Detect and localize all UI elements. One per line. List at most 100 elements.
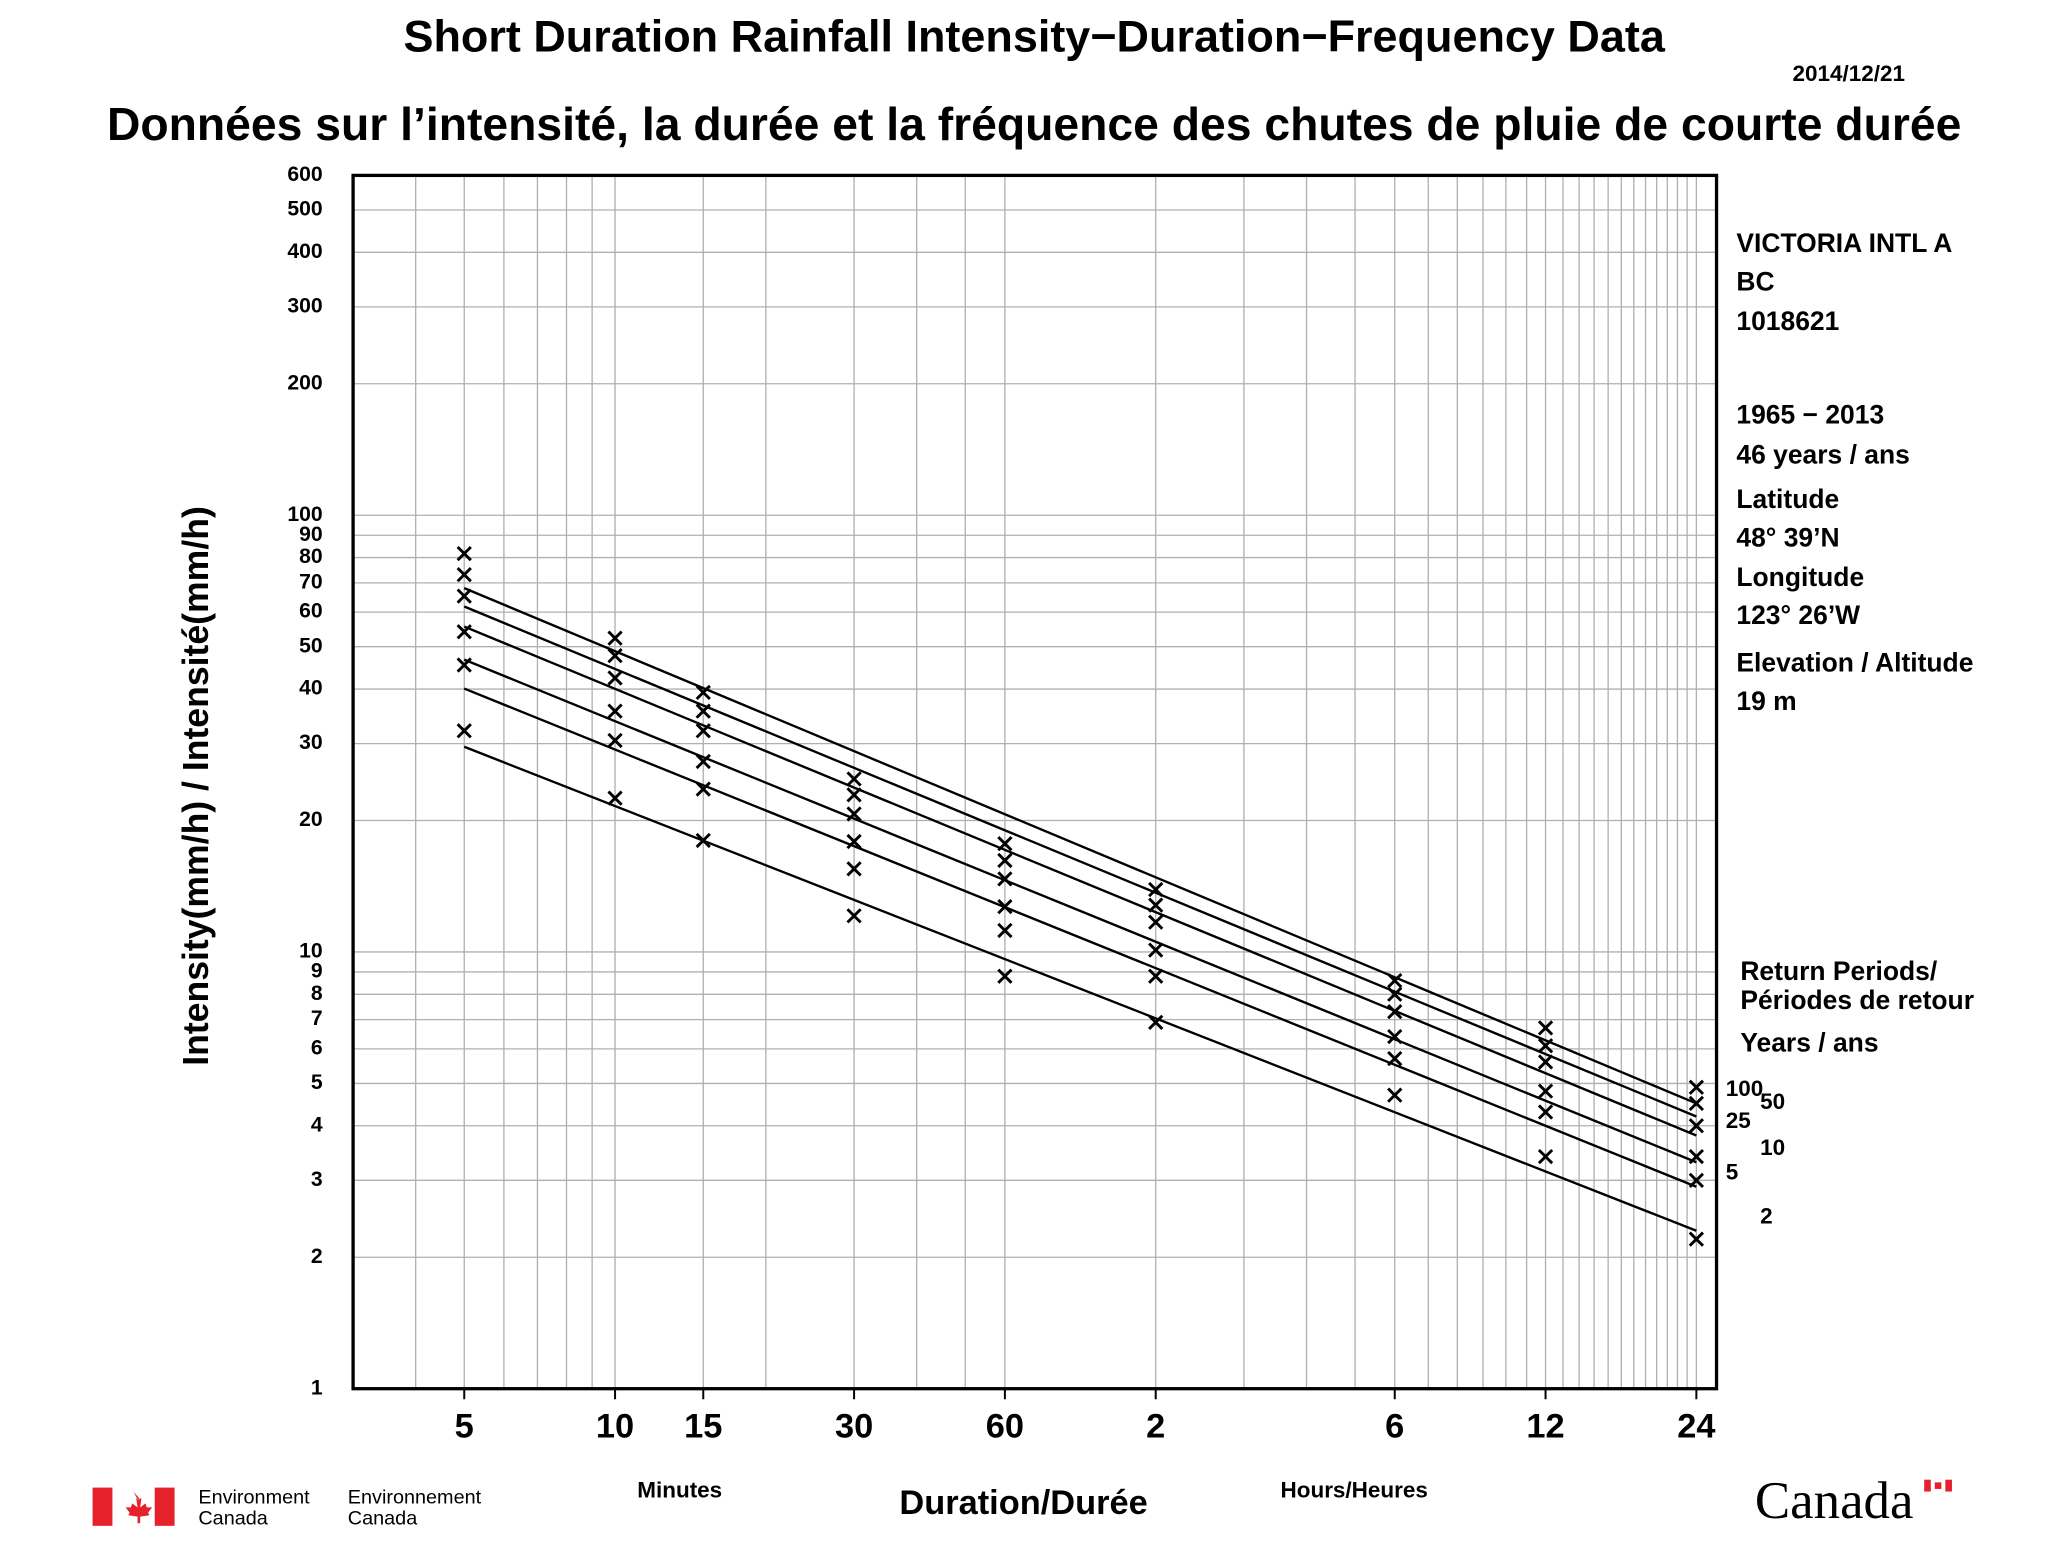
- legend-label: 25: [1726, 1108, 1751, 1133]
- station-info: Elevation / Altitude: [1736, 648, 1973, 678]
- data-point: [695, 703, 711, 719]
- x-tick-label: 15: [684, 1407, 722, 1445]
- point-cross: [1688, 1079, 1705, 1095]
- data-point: [695, 781, 711, 797]
- x-tick-label: 6: [1385, 1407, 1404, 1445]
- y-tick-label: 40: [299, 677, 323, 700]
- data-point: [1688, 1118, 1705, 1134]
- point-cross: [695, 703, 711, 719]
- station-info: 1965 − 2013: [1736, 400, 1884, 430]
- legend-label: 10: [1760, 1135, 1785, 1160]
- station-info: VICTORIA INTL A: [1736, 228, 1952, 258]
- point-cross: [1537, 1104, 1554, 1120]
- y-tick-label: 70: [299, 570, 323, 593]
- data-point: [607, 648, 623, 664]
- point-cross: [1148, 942, 1164, 958]
- data-point: [997, 922, 1013, 939]
- x-tick-label: 2: [1146, 1407, 1165, 1445]
- data-point: [456, 657, 472, 673]
- data-point: [607, 670, 623, 686]
- data-point: [1537, 1104, 1554, 1120]
- legend-label: 2: [1760, 1203, 1773, 1228]
- station-info: Latitude: [1736, 484, 1839, 514]
- fit-line: [463, 658, 1697, 1164]
- point-cross: [1537, 1038, 1554, 1054]
- station-info: 46 years / ans: [1736, 439, 1909, 469]
- data-point: [1387, 1004, 1403, 1020]
- point-cross: [1148, 968, 1164, 984]
- flag-logo: [92, 1487, 175, 1526]
- data-point: [1387, 1087, 1403, 1103]
- x-unit: Hours/Heures: [1281, 1478, 1428, 1503]
- y-axis-title: Intensity(mm/h) / Intensité(mm/h): [176, 506, 216, 1066]
- data-point: [1387, 1050, 1403, 1067]
- chart-title: Short Duration Rainfall Intensity−Durati…: [403, 10, 1665, 61]
- y-tick-label: 200: [287, 371, 322, 394]
- point-cross: [695, 753, 711, 770]
- point-cross: [607, 732, 623, 749]
- data-point: [997, 968, 1013, 984]
- data-point: [1688, 1231, 1705, 1247]
- data-point: [695, 723, 711, 739]
- point-cross: [607, 703, 623, 719]
- point-cross: [1688, 1095, 1705, 1112]
- station-info: Longitude: [1736, 562, 1864, 592]
- data-point: [456, 588, 472, 604]
- point-cross: [607, 648, 623, 664]
- fit-line: [463, 745, 1697, 1232]
- legend-title: Years / ans: [1740, 1027, 1878, 1057]
- legend-label: 100: [1726, 1076, 1763, 1101]
- x-tick-label: 60: [986, 1407, 1024, 1445]
- data-point: [607, 732, 623, 749]
- plot-frame: [351, 173, 1719, 1391]
- point-cross: [607, 630, 623, 646]
- point-cross: [1537, 1083, 1554, 1099]
- x-tick-label: 5: [455, 1407, 474, 1445]
- y-tick-label: 30: [299, 731, 323, 754]
- point-cross: [1537, 1054, 1554, 1070]
- y-tick-label: 20: [299, 808, 323, 831]
- data-point: [1537, 1083, 1554, 1099]
- data-point: [1148, 914, 1164, 930]
- data-point: [1688, 1079, 1705, 1095]
- y-tick-label: 7: [311, 1007, 323, 1030]
- point-cross: [456, 545, 472, 562]
- point-cross: [607, 790, 623, 806]
- point-cross: [846, 806, 862, 822]
- data-point: [695, 753, 711, 770]
- point-cross: [1688, 1148, 1705, 1165]
- point-cross: [846, 833, 862, 850]
- point-cross: [997, 871, 1013, 887]
- data-point: [1688, 1095, 1705, 1112]
- x-unit: Minutes: [637, 1478, 722, 1503]
- point-cross: [1688, 1118, 1705, 1134]
- data-point: [1537, 1148, 1554, 1165]
- y-tick-label: 9: [311, 960, 323, 983]
- x-tick-label: 30: [835, 1407, 873, 1445]
- footer-text: Environnement: [348, 1486, 482, 1508]
- data-point: [846, 771, 862, 787]
- legend-title: Return Periods/: [1740, 956, 1938, 986]
- data-point: [1387, 1028, 1403, 1045]
- data-point: [1387, 972, 1403, 989]
- data-point: [1537, 1054, 1554, 1070]
- data-point: [607, 703, 623, 719]
- point-cross: [456, 624, 472, 640]
- x-tick-label: 24: [1677, 1407, 1715, 1445]
- point-cross: [1387, 1004, 1403, 1020]
- point-cross: [1387, 1087, 1403, 1103]
- data-point: [846, 833, 862, 850]
- data-point: [997, 871, 1013, 887]
- y-tick-label: 4: [311, 1113, 323, 1136]
- point-cross: [846, 861, 862, 877]
- point-cross: [1387, 986, 1403, 1002]
- point-cross: [1537, 1020, 1554, 1036]
- y-tick-label: 5: [311, 1071, 323, 1094]
- y-tick-label: 500: [287, 198, 322, 221]
- data-point: [456, 567, 472, 583]
- data-point: [607, 630, 623, 646]
- y-tick-label: 3: [311, 1168, 323, 1191]
- point-cross: [846, 771, 862, 787]
- point-cross: [695, 684, 711, 701]
- point-cross: [1387, 1028, 1403, 1045]
